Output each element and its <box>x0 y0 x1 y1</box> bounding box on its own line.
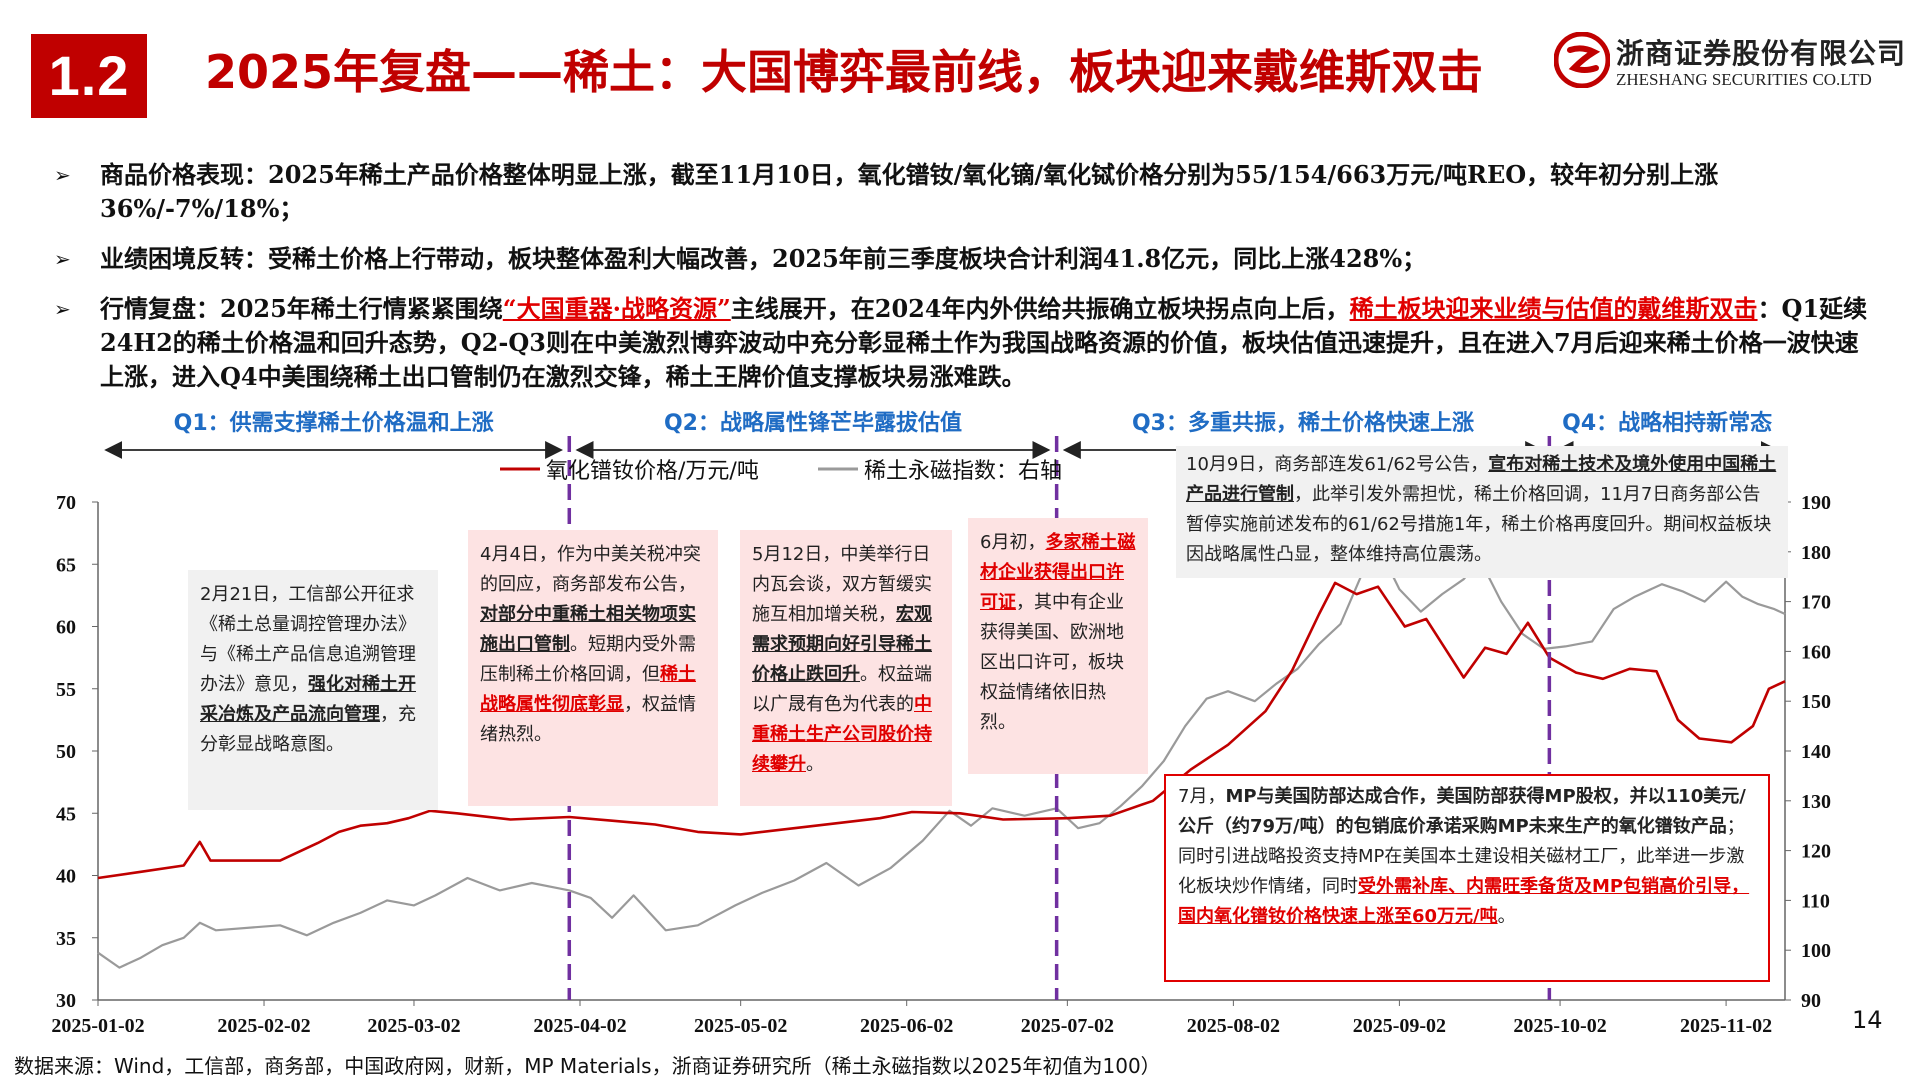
note4-text-2: ，其中有企业获得美国、欧洲地区出口许可，板块权益情绪依旧热烈。 <box>980 592 1124 733</box>
bullet-review-highlight-1: “大国重器·战略资源” <box>502 294 731 323</box>
bullet-review-highlight-2: 稀土板块迎来业绩与估值的戴维斯双击 <box>1349 294 1758 323</box>
company-logo: 浙商证券股份有限公司 ZHESHANG SECURITIES CO.LTD <box>1554 28 1905 98</box>
note1-text-1: 2月21日，工信部公开征求《稀土总量调控管理办法》与《稀土产品信息追溯管理办法》… <box>200 584 416 695</box>
y-left-tick-label: 35 <box>56 928 76 950</box>
y-right-tick-label: 120 <box>1801 841 1831 863</box>
note1-bold: 强化对稀土开采冶炼及产品流向管理 <box>200 674 416 725</box>
note3-red: 中重稀土生产公司股价持续攀升 <box>752 694 932 775</box>
quarter-label: Q3：多重共振，稀土价格快速上涨 <box>1132 410 1474 436</box>
page-title: 2025年复盘——稀土：大国博弈最前线，板块迎来戴维斯双击 <box>205 45 1484 99</box>
bullet-arrow-icon: ➢ <box>54 297 71 321</box>
bullet-review-text-1: 行情复盘：2025年稀土行情紧紧围绕 <box>100 294 503 323</box>
y-left-tick-label: 65 <box>56 554 76 576</box>
note2-text-3: ，权益情绪热烈。 <box>480 694 696 745</box>
note6-text-2: ；同时引进战略投资支持MP在美国本土建设相关磁材工厂，此举进一步激化板块炒作情绪… <box>1178 816 1745 897</box>
x-tick-label: 2025-02-02 <box>217 1015 310 1037</box>
note2-text-1: 4月4日，作为中美关税冲突的回应，商务部发布公告， <box>480 544 701 595</box>
y-left-tick-label: 50 <box>56 741 76 763</box>
quarter-label: Q1：供需支撑稀土价格温和上涨 <box>174 410 494 436</box>
section-number-badge: 1.2 <box>31 34 147 118</box>
note-oct9-announcement: 10月9日，商务部连发61/62号公告，宣布对稀土技术及境外使用中国稀土产品进行… <box>1176 446 1788 578</box>
note4-red: 多家稀土磁材企业获得出口许可证 <box>980 532 1136 613</box>
x-tick-label: 2025-06-02 <box>860 1015 953 1037</box>
note4-text-1: 6月初， <box>980 532 1046 553</box>
note-june-export-license: 6月初，多家稀土磁材企业获得出口许可证，其中有企业获得美国、欧洲地区出口许可，板… <box>968 518 1148 774</box>
bullet-earnings-text: 业绩困境反转：受稀土价格上行带动，板块整体盈利大幅改善，2025年前三季度板块合… <box>100 244 1427 273</box>
y-right-tick-label: 170 <box>1801 592 1831 614</box>
series-line-ndpr-price <box>97 581 1786 880</box>
note-apr4-export-control: 4月4日，作为中美关税冲突的回应，商务部发布公告， 对部分中重稀土相关物项实施出口… <box>468 530 718 806</box>
x-tick-label: 2025-09-02 <box>1353 1015 1446 1037</box>
y-right-tick-label: 190 <box>1801 492 1831 514</box>
note2-text-2: 。短期内受外需压制稀土价格回调，但 <box>480 634 696 685</box>
page-number: 14 <box>1852 1006 1883 1034</box>
zheshang-logo-icon <box>1554 32 1610 88</box>
note-july-mp-dod: 7月，MP与美国防部达成合作，美国防部获得MP股权，并以110美元/公斤（约79… <box>1164 774 1770 982</box>
note5-bold: 宣布对稀土技术及境外使用中国稀土产品进行管制 <box>1186 454 1777 505</box>
note5-text-2: ，此举引发外需担忧，稀土价格回调，11月7日商务部公告暂停实施前述发布的61/6… <box>1186 484 1772 565</box>
bullet-price-text: 商品价格表现：2025年稀土产品价格整体明显上涨，截至11月10日，氧化镨钕/氧… <box>100 160 1719 223</box>
y-right-tick-label: 100 <box>1801 940 1831 962</box>
note5-text-1: 10月9日，商务部连发61/62号公告， <box>1186 454 1489 475</box>
y-left-tick-label: 70 <box>56 492 76 514</box>
y-right-tick-label: 180 <box>1801 542 1831 564</box>
quarter-label: Q2：战略属性锋芒毕露拔估值 <box>664 410 962 436</box>
note3-text-3: 。 <box>806 754 824 775</box>
note6-text-1: 7月， <box>1178 786 1226 807</box>
data-source-footer: 数据来源：Wind，工信部，商务部，中国政府网，财新，MP Materials，… <box>14 1054 1161 1078</box>
y-left-tick-label: 60 <box>56 617 76 639</box>
logo-english-name: ZHESHANG SECURITIES CO.LTD <box>1616 70 1872 89</box>
y-right-tick-label: 130 <box>1801 791 1831 813</box>
rare-earth-chart: Q1：供需支撑稀土价格温和上涨 Q2：战略属性锋芒毕露拔估值 Q3：多重共振，稀土价… <box>51 410 1831 1037</box>
y-right-tick-label: 140 <box>1801 741 1831 763</box>
y-left-tick-label: 30 <box>56 990 76 1012</box>
y-right-tick-label: 110 <box>1801 890 1830 912</box>
note2-red: 稀土战略属性彻底彰显 <box>480 664 696 715</box>
x-tick-label: 2025-11-02 <box>1680 1015 1772 1037</box>
bullet-arrow-icon: ➢ <box>54 163 71 187</box>
note3-text-2: 。权益端以广晟有色为代表的 <box>752 664 932 715</box>
legend-label-magnet-index: 稀土永磁指数：右轴 <box>864 459 1062 484</box>
y-right-tick-label: 90 <box>1801 990 1821 1012</box>
x-tick-label: 2025-01-02 <box>51 1015 144 1037</box>
note3-bold: 宏观需求预期向好引导稀土价格止跌回升 <box>752 604 932 685</box>
x-tick-label: 2025-04-02 <box>533 1015 626 1037</box>
y-left-tick-label: 45 <box>56 803 76 825</box>
bullet-review-text-2: 主线展开，在2024年内外供给共振确立板块拐点向上后， <box>730 294 1350 323</box>
y-right-tick-label: 150 <box>1801 691 1831 713</box>
x-tick-label: 2025-07-02 <box>1021 1015 1114 1037</box>
quarter-label: Q4：战略相持新常态 <box>1562 410 1772 436</box>
note-feb21-policy: 2月21日，工信部公开征求《稀土总量调控管理办法》与《稀土产品信息追溯管理办法》… <box>188 570 438 810</box>
x-tick-label: 2025-03-02 <box>367 1015 460 1037</box>
note6-text-3: 。 <box>1497 906 1516 927</box>
note1-text-2: ，充分彰显战略意图。 <box>200 704 416 755</box>
note6-red: 受外需补库、内需旺季备货及MP包销高价引导，国内氧化镨钕价格快速上涨至60万元/… <box>1178 876 1750 927</box>
note3-text-1: 5月12日，中美举行日内瓦会谈，双方暂缓实施互相加增关税， <box>752 544 932 625</box>
x-tick-label: 2025-05-02 <box>694 1015 787 1037</box>
note-may12-geneva: 5月12日，中美举行日内瓦会谈，双方暂缓实施互相加增关税，宏观需求预期向好引导稀… <box>740 530 952 806</box>
bullet-arrow-icon: ➢ <box>54 247 71 271</box>
x-tick-label: 2025-08-02 <box>1187 1015 1280 1037</box>
bullet-price: ➢ 商品价格表现：2025年稀土产品价格整体明显上涨，截至11月10日，氧化镨钕… <box>54 158 1874 226</box>
summary-bullets: ➢ 商品价格表现：2025年稀土产品价格整体明显上涨，截至11月10日，氧化镨钕… <box>54 158 1874 394</box>
x-tick-label: 2025-10-02 <box>1513 1015 1606 1037</box>
logo-chinese-name: 浙商证券股份有限公司 <box>1616 37 1907 70</box>
bullet-review-text-3: ：Q1延续24H2的稀土价格温和回升态势，Q2-Q3则在中美激烈博弈波动中充分彰… <box>100 294 1868 391</box>
bullet-market-review: ➢ 行情复盘：2025年稀土行情紧紧围绕“大国重器·战略资源”主线展开，在202… <box>54 292 1874 394</box>
note2-bold: 对部分中重稀土相关物项实施出口管制 <box>480 604 696 655</box>
y-right-tick-label: 160 <box>1801 641 1831 663</box>
y-left-tick-label: 40 <box>56 866 76 888</box>
y-left-tick-label: 55 <box>56 679 76 701</box>
note6-bold: MP与美国防部达成合作，美国防部获得MP股权，并以110美元/公斤（约79万/吨… <box>1178 786 1746 837</box>
bullet-earnings: ➢ 业绩困境反转：受稀土价格上行带动，板块整体盈利大幅改善，2025年前三季度板… <box>54 242 1874 276</box>
legend-label-ndpr: 氧化镨钕价格/万元/吨 <box>546 459 759 484</box>
